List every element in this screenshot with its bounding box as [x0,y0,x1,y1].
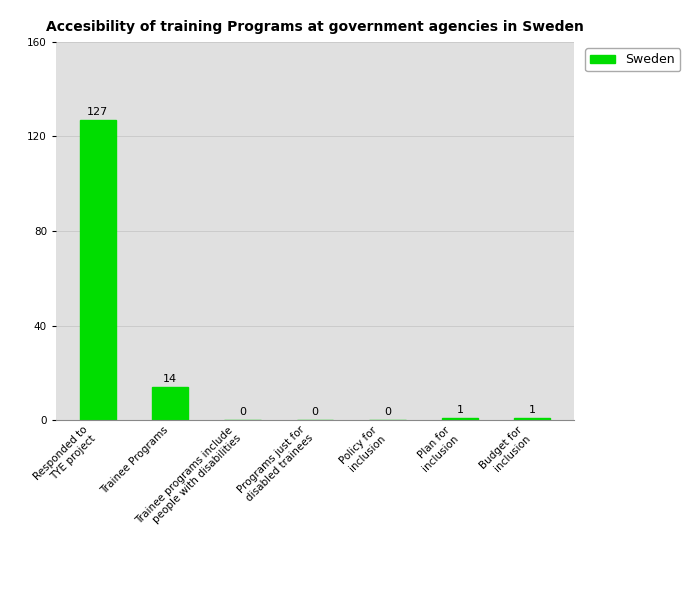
Text: 0: 0 [312,407,318,417]
Text: 14: 14 [163,374,177,384]
Title: Accesibility of training Programs at government agencies in Sweden: Accesibility of training Programs at gov… [46,20,584,34]
Bar [514,418,550,420]
Text: 0: 0 [239,407,246,417]
Text: 0: 0 [384,407,391,417]
Bar [80,120,116,420]
Text: 1: 1 [456,405,463,415]
Bar [152,387,188,420]
Text: 1: 1 [528,405,536,415]
Text: 127: 127 [87,107,108,117]
Legend: Sweden: Sweden [585,48,680,71]
Bar [442,418,478,420]
